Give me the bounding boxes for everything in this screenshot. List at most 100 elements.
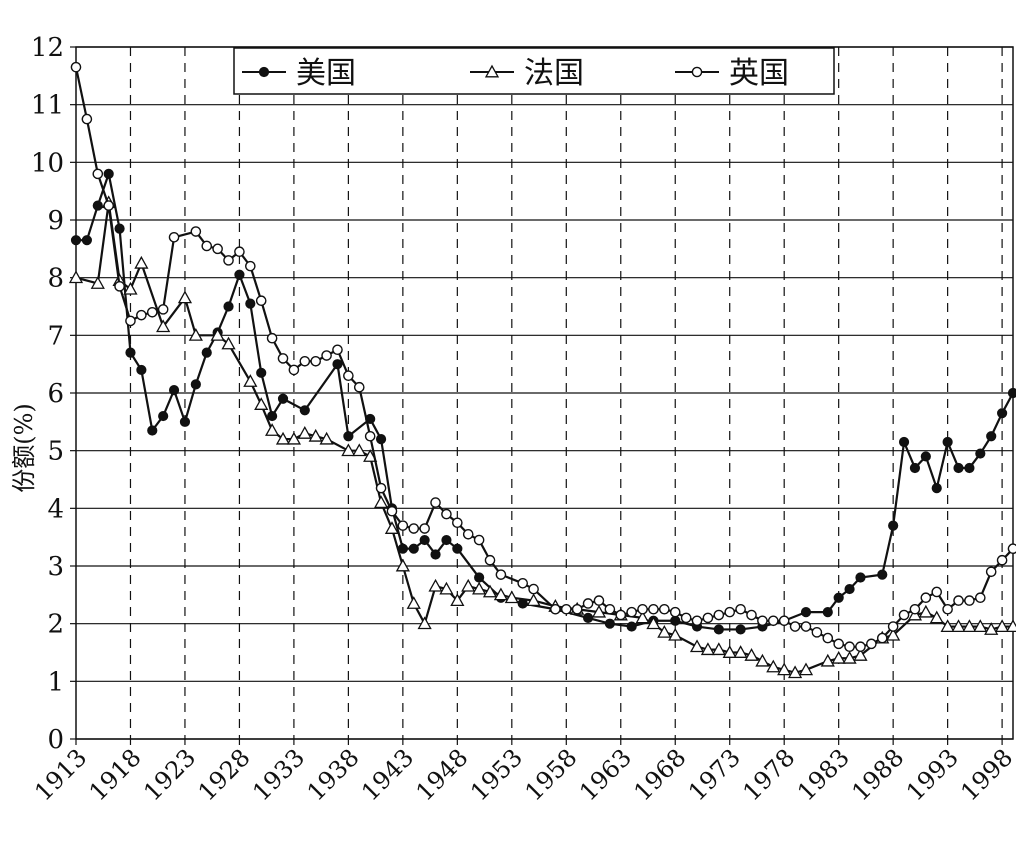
data-point [419, 534, 430, 546]
data-point [942, 436, 953, 448]
data-point [81, 235, 92, 246]
data-point [277, 353, 289, 364]
y-tick-label: 3 [47, 552, 64, 582]
data-point [70, 235, 82, 246]
data-point [637, 603, 648, 615]
data-point [593, 595, 605, 606]
data-point [256, 367, 267, 378]
legend-label: 法国 [524, 56, 584, 91]
data-point [855, 572, 866, 583]
data-point [321, 350, 332, 361]
data-point [940, 619, 955, 632]
data-point [744, 648, 759, 661]
data-point [604, 603, 616, 615]
data-point [855, 641, 866, 653]
data-point [800, 607, 812, 618]
data-point [866, 638, 877, 650]
data-point [146, 306, 158, 318]
data-point [430, 497, 441, 508]
data-point [297, 426, 312, 439]
data-point [223, 255, 234, 266]
data-point [724, 606, 736, 618]
data-point [92, 168, 104, 180]
data-point [615, 609, 627, 621]
legend: 美国 法国 英国 [233, 47, 835, 95]
data-point [406, 596, 421, 609]
data-point [820, 653, 835, 667]
x-tick-label: 1993 [901, 743, 964, 806]
data-point [201, 240, 213, 252]
axis-layer: 0123456789101112191319181923192819331938… [29, 33, 1016, 806]
data-point [114, 223, 125, 234]
data-point [582, 598, 594, 609]
x-tick-label: 1933 [247, 743, 310, 806]
data-point [452, 543, 463, 554]
data-point [179, 416, 191, 427]
data-point [984, 622, 999, 635]
data-point [450, 593, 465, 607]
data-point [190, 379, 201, 390]
x-tick-label: 1938 [302, 743, 365, 806]
data-point [286, 431, 302, 445]
x-tick-label: 1928 [193, 743, 256, 806]
data-point [626, 621, 637, 632]
legend-label: 英国 [729, 56, 789, 91]
data-point [201, 347, 212, 358]
data-point [657, 624, 672, 638]
data-point [1007, 387, 1016, 399]
x-tick-label: 1978 [737, 743, 800, 806]
data-point [319, 431, 334, 445]
data-point [308, 428, 323, 442]
x-tick-label: 1948 [411, 743, 474, 806]
data-point [136, 309, 147, 321]
data-point [844, 583, 855, 595]
data-point [332, 359, 343, 370]
data-point [114, 281, 125, 292]
data-point [343, 431, 354, 442]
y-tick-label: 11 [31, 91, 64, 121]
x-tick-label: 1973 [683, 743, 746, 806]
data-point [689, 639, 705, 653]
data-point [886, 627, 901, 641]
data-point [768, 615, 779, 627]
data-point [255, 295, 267, 307]
data-point [245, 260, 256, 272]
data-point [103, 200, 114, 211]
x-tick-label: 1953 [465, 743, 528, 806]
data-point [234, 246, 245, 258]
data-point [210, 327, 225, 341]
series-layer [68, 61, 1016, 679]
y-tick-label: 1 [47, 667, 64, 697]
data-point [474, 572, 485, 583]
series-line [76, 172, 1014, 631]
data-point [778, 615, 790, 627]
series-line [75, 201, 1013, 674]
data-point [798, 662, 814, 676]
data-point [877, 569, 888, 580]
data-point [245, 298, 256, 309]
data-point [168, 231, 180, 243]
data-point [68, 270, 84, 284]
data-point [395, 558, 410, 572]
data-point [711, 642, 726, 656]
data-point [789, 621, 801, 632]
data-point [713, 624, 724, 635]
data-point [156, 319, 171, 333]
data-point [134, 255, 149, 269]
data-point [243, 374, 258, 387]
x-tick-label: 1943 [356, 743, 419, 806]
data-point [254, 397, 269, 410]
data-point [493, 587, 509, 601]
data-point [918, 604, 933, 618]
data-point [909, 462, 921, 474]
data-point [428, 578, 443, 592]
data-point [495, 569, 507, 580]
data-point [766, 659, 781, 673]
data-point [526, 593, 541, 607]
data-point [582, 612, 594, 624]
data-point [920, 451, 931, 462]
data-point [722, 645, 737, 658]
data-point [299, 405, 310, 416]
y-tick-label: 7 [47, 321, 64, 351]
series-0 [70, 168, 1016, 635]
